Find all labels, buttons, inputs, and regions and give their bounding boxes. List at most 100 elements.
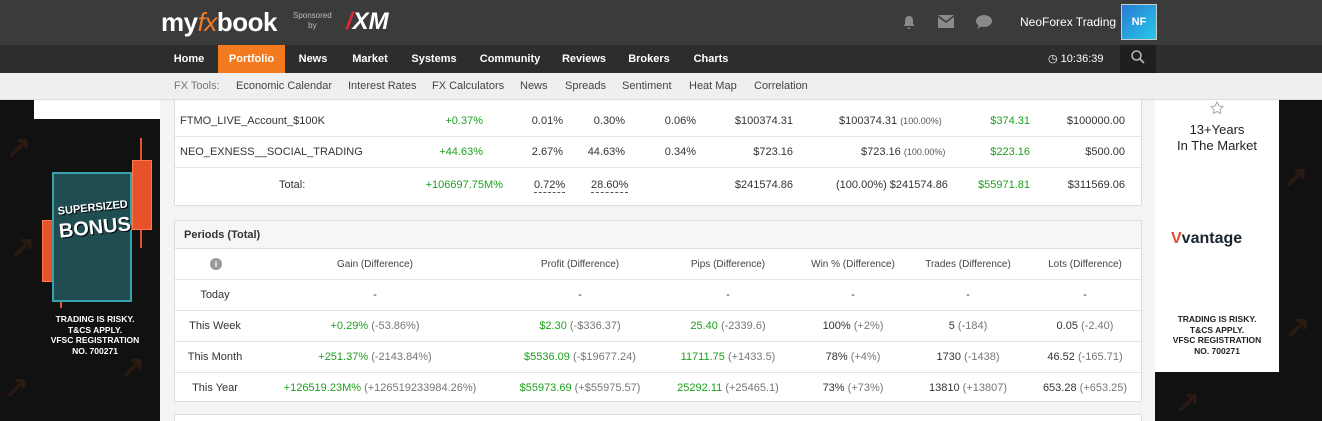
period-lots: 653.28 (+653.25)	[1025, 373, 1145, 404]
xm-sponsor-logo[interactable]: /XM	[346, 8, 389, 36]
chevron-decoration-icon: ↗	[10, 231, 36, 264]
nav-reviews[interactable]: Reviews	[561, 53, 607, 65]
period-win-value: 73%	[822, 382, 845, 394]
user-name[interactable]: NeoForex Trading	[1020, 15, 1117, 29]
tool-correlation[interactable]: Correlation	[754, 80, 808, 92]
nav-news[interactable]: News	[298, 53, 328, 65]
by-text: by	[308, 21, 317, 30]
period-lots: -	[1083, 289, 1087, 301]
bonus-headline: SUPERSIZED BONUS	[53, 196, 135, 243]
period-lots-diff: (+653.25)	[1079, 382, 1128, 394]
risk-line: TRADING IS RISKY.	[55, 314, 135, 324]
period-pips: 25292.11 (+25465.1)	[658, 373, 798, 404]
tool-fx-calculators[interactable]: FX Calculators	[432, 80, 505, 92]
period-lots: 46.52 (-165.71)	[1025, 342, 1145, 373]
period-gain-diff: (-2143.84%)	[371, 351, 432, 363]
period-profit: $5536.09 (-$19677.24)	[510, 342, 650, 373]
total-balance: $241574.86	[734, 179, 793, 191]
avatar[interactable]: NF	[1121, 4, 1157, 40]
nav-market[interactable]: Market	[352, 53, 388, 65]
table-row: Today - - - - - -	[175, 280, 1141, 311]
period-gain-value: +251.37%	[318, 351, 369, 363]
period-profit-value: $55973.69	[519, 382, 572, 394]
bonus-graphic	[52, 172, 132, 302]
account-name[interactable]: FTMO_LIVE_Account_$100K	[180, 115, 325, 127]
nav-systems[interactable]: Systems	[411, 53, 457, 65]
period-win: 78% (+4%)	[793, 342, 913, 373]
period-lots-diff: (-165.71)	[1077, 351, 1123, 363]
chevron-decoration-icon: ↗	[4, 371, 30, 404]
period-pips-diff: (-2339.6)	[720, 320, 766, 332]
period-pips-diff: (+1433.5)	[727, 351, 776, 363]
chat-icon[interactable]	[976, 15, 992, 31]
vantage-logo: Vvantage	[1171, 230, 1242, 248]
table-row[interactable]: FTMO_LIVE_Account_$100K +0.37% 0.01% 0.3…	[175, 106, 1141, 137]
period-win: 73% (+73%)	[793, 373, 913, 404]
period-pips-value: 25292.11	[677, 382, 723, 394]
right-ad-panel: 13+Years In The Market Vvantage TRADING …	[1155, 100, 1279, 372]
main-nav: Home Portfolio News Market Systems Commu…	[0, 45, 1322, 73]
tool-heat-map[interactable]: Heat Map	[689, 80, 737, 92]
period-win-value: 100%	[822, 320, 851, 332]
account-drawdown: 0.34%	[664, 146, 696, 158]
chevron-decoration-icon: ↗	[1175, 386, 1201, 419]
nav-charts[interactable]: Charts	[693, 53, 729, 65]
period-trades: 5 (-184)	[908, 311, 1028, 342]
period-label: Today	[200, 289, 230, 301]
table-row[interactable]: NEO_EXNESS__SOCIAL_TRADING +44.63% 2.67%…	[175, 137, 1141, 168]
laurel-icon	[1205, 100, 1229, 118]
xm-text: XM	[352, 8, 389, 35]
account-gain: +0.37%	[445, 115, 483, 127]
period-profit-diff: (+$55975.57)	[574, 382, 641, 394]
total-daily[interactable]: 0.72%	[534, 179, 566, 193]
account-balance: $723.16	[753, 146, 793, 158]
period-win: -	[851, 289, 855, 301]
left-ad-banner[interactable]: ↗ ↗ ↗ ↗ SUPERSIZED BONUS TRADING IS RISK…	[0, 100, 160, 421]
right-ad-risk-warning: TRADING IS RISKY. T&CS APPLY. VFSC REGIS…	[1155, 314, 1279, 356]
search-button[interactable]	[1120, 45, 1156, 73]
risk-line: T&CS APPLY.	[1189, 324, 1245, 335]
left-ad-risk-warning: TRADING IS RISKY. T&CS APPLY. VFSC REGIS…	[30, 314, 160, 356]
period-label: This Month	[187, 351, 243, 363]
period-gain-diff: (-53.86%)	[371, 320, 420, 332]
bell-icon[interactable]	[901, 15, 917, 31]
tool-economic-calendar[interactable]: Economic Calendar	[236, 80, 332, 92]
nav-community[interactable]: Community	[479, 53, 541, 65]
nav-home[interactable]: Home	[173, 53, 205, 65]
table-total-row: Total: +106697.75M% 0.72% 28.60% $241574…	[175, 170, 1141, 201]
top-bar: myfxbook Sponsored by /XM NeoForex Tradi…	[0, 0, 1322, 45]
nav-portfolio[interactable]: Portfolio	[218, 45, 285, 73]
period-trades-value: 13810	[929, 382, 960, 394]
tool-spreads[interactable]: Spreads	[565, 80, 606, 92]
right-ad-banner[interactable]: 13+Years In The Market Vvantage TRADING …	[1155, 100, 1322, 421]
nav-brokers[interactable]: Brokers	[628, 53, 670, 65]
xm-slash: /	[346, 8, 353, 35]
period-lots-diff: (-2.40)	[1081, 320, 1114, 332]
period-gain: +251.37% (-2143.84%)	[305, 342, 445, 373]
table-row: This Week +0.29% (-53.86%) $2.30 (-$336.…	[175, 311, 1141, 342]
ad-top-strip	[34, 100, 160, 119]
account-name[interactable]: NEO_EXNESS__SOCIAL_TRADING	[180, 146, 363, 158]
period-win-diff: (+4%)	[850, 351, 881, 363]
tool-news[interactable]: News	[520, 80, 548, 92]
chevron-decoration-icon: ↗	[1283, 161, 1309, 194]
period-gain-value: +126519.23M%	[283, 382, 362, 394]
col-win: Win % (Difference)	[811, 259, 895, 270]
chevron-decoration-icon: ↗	[6, 131, 32, 164]
tool-interest-rates[interactable]: Interest Rates	[348, 80, 417, 92]
total-deposits: $311569.06	[1067, 179, 1125, 191]
total-monthly[interactable]: 28.60%	[591, 179, 629, 193]
vantage-logo-v: V	[1171, 230, 1182, 247]
period-trades-value: 5	[948, 320, 955, 332]
period-gain: +126519.23M% (+126519233984.26%)	[280, 373, 480, 404]
tool-sentiment[interactable]: Sentiment	[622, 80, 672, 92]
period-win-value: 78%	[825, 351, 848, 363]
envelope-icon[interactable]	[937, 15, 955, 31]
period-gain-value: +0.29%	[330, 320, 369, 332]
account-equity-pct: (100.00%)	[903, 147, 946, 157]
period-pips: 11711.75 (+1433.5)	[658, 342, 798, 373]
period-profit-diff: (-$336.37)	[569, 320, 621, 332]
chevron-decoration-icon: ↗	[1285, 311, 1311, 344]
info-icon[interactable]: i	[210, 258, 222, 270]
myfxbook-logo[interactable]: myfxbook	[161, 7, 277, 38]
